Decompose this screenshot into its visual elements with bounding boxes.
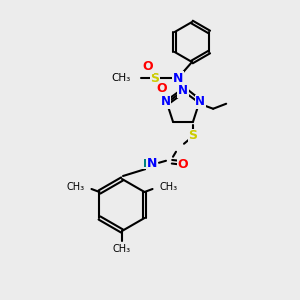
Text: CH₃: CH₃ [112, 73, 131, 83]
Text: S: S [188, 129, 197, 142]
Text: CH₃: CH₃ [160, 182, 178, 192]
Text: H: H [143, 159, 152, 169]
Text: N: N [173, 71, 183, 85]
Text: CH₃: CH₃ [66, 182, 85, 192]
Text: N: N [147, 157, 157, 170]
Text: O: O [157, 82, 167, 95]
Text: N: N [178, 85, 188, 98]
Text: CH₃: CH₃ [113, 244, 131, 254]
Text: S: S [151, 71, 160, 85]
Text: N: N [195, 95, 205, 108]
Text: N: N [161, 95, 171, 108]
Text: O: O [143, 61, 153, 74]
Text: O: O [178, 158, 188, 171]
